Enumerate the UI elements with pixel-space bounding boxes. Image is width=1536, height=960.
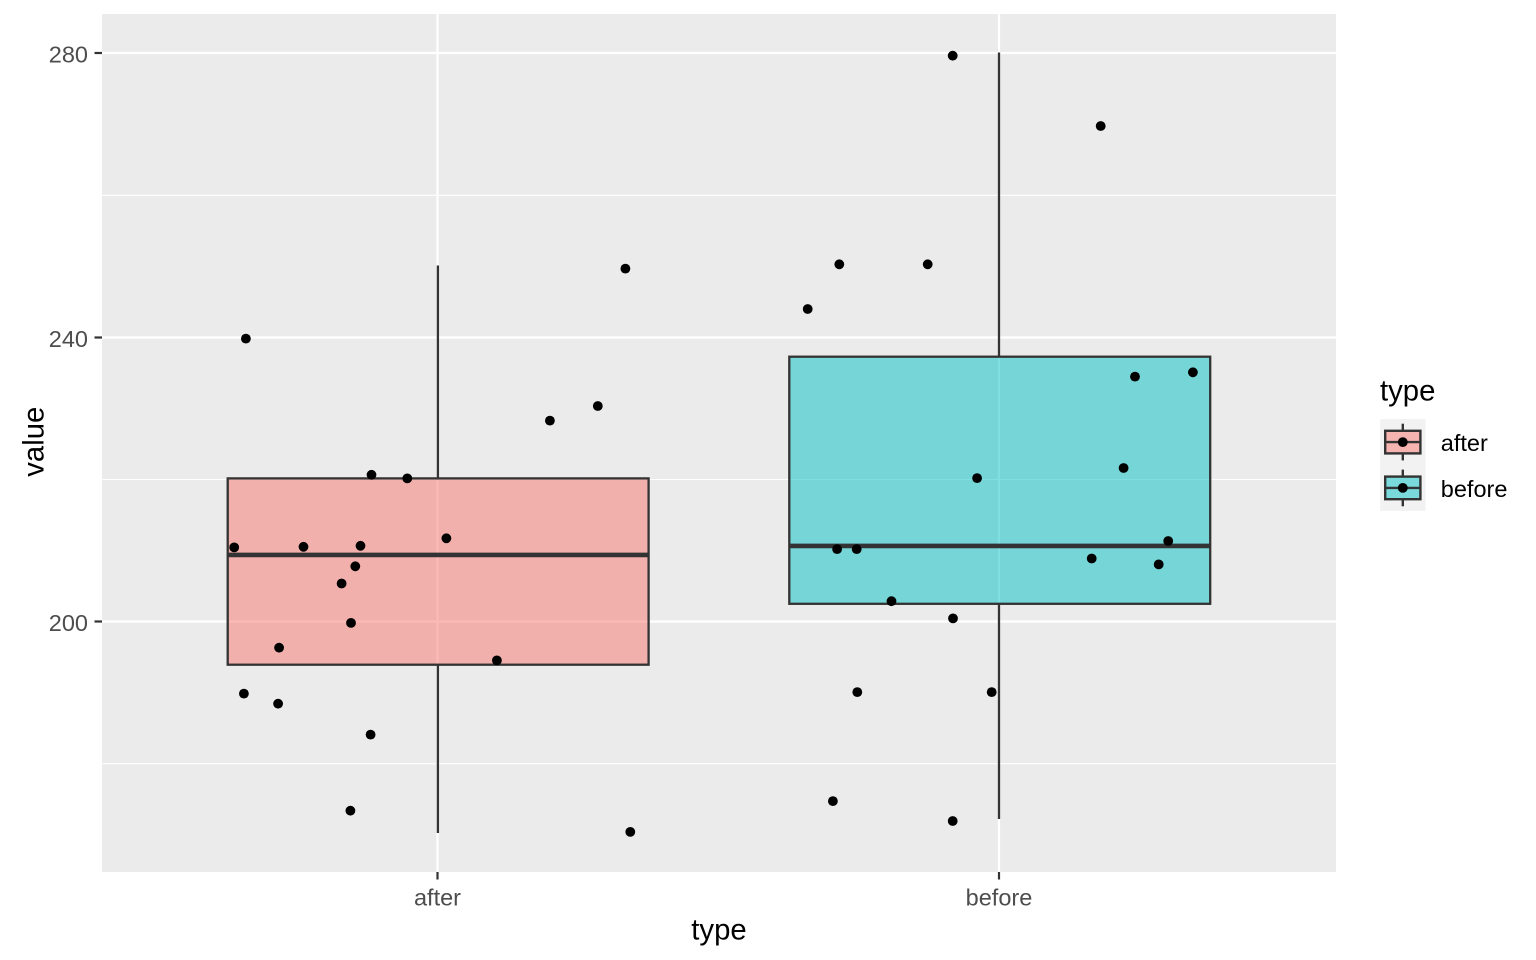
- svg-text:after: after: [1441, 430, 1488, 456]
- svg-text:200: 200: [49, 610, 88, 636]
- svg-text:type: type: [691, 914, 746, 947]
- svg-text:type: type: [1380, 374, 1435, 407]
- svg-text:value: value: [17, 407, 50, 477]
- svg-text:before: before: [1441, 476, 1508, 502]
- svg-text:280: 280: [49, 42, 88, 68]
- svg-text:240: 240: [49, 326, 88, 352]
- svg-text:before: before: [966, 885, 1033, 911]
- svg-text:after: after: [414, 885, 461, 911]
